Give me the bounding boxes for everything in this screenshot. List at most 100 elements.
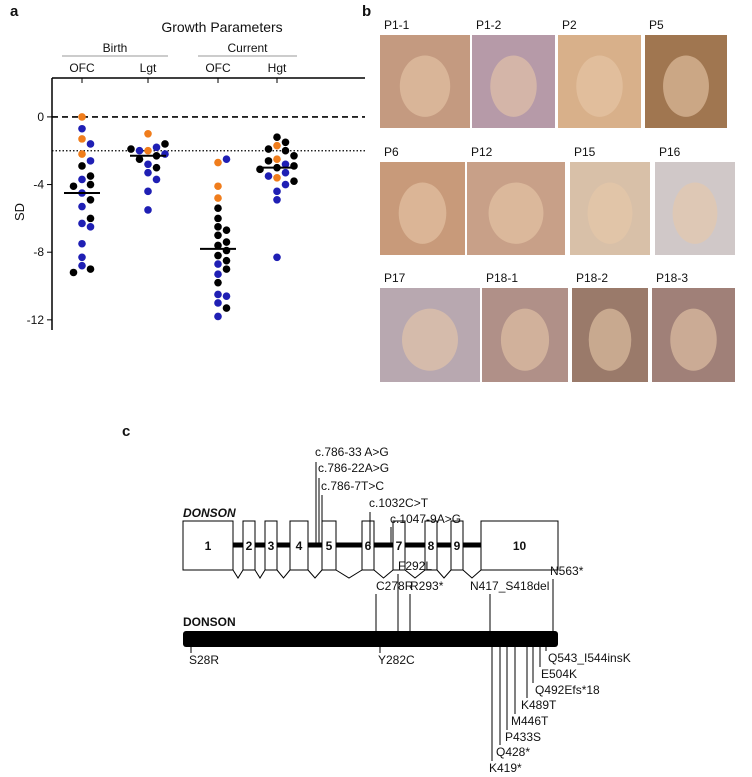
dot — [78, 150, 86, 158]
dot — [144, 187, 152, 196]
dot — [281, 160, 290, 169]
dot — [214, 290, 222, 299]
splice — [254, 569, 266, 579]
variant-label: N417_S418del — [470, 579, 549, 593]
photo-label: P18-3 — [656, 271, 688, 285]
exon-label: 1 — [205, 539, 212, 553]
photo-label: P6 — [384, 145, 399, 159]
dot — [273, 253, 281, 262]
y-axis-label: SD — [12, 203, 27, 221]
y-tick-label: -12 — [27, 313, 45, 327]
dot — [264, 157, 273, 165]
dot — [222, 238, 231, 246]
exon-label: 7 — [396, 539, 403, 553]
face — [663, 55, 709, 117]
dot — [86, 214, 95, 223]
exon — [321, 520, 337, 571]
photo-label: P12 — [471, 145, 493, 159]
dot — [222, 304, 231, 312]
splice — [307, 569, 323, 579]
dot — [214, 260, 222, 268]
variant-label: Q543_I544insK — [548, 651, 631, 665]
dot — [214, 312, 222, 321]
photo-label: P17 — [384, 271, 406, 285]
variant-label: Q428* — [496, 745, 530, 759]
dot — [144, 160, 152, 169]
exon — [242, 520, 256, 571]
dot — [86, 172, 95, 180]
variant-label: R293* — [410, 579, 444, 593]
group-label: Current — [227, 41, 268, 55]
dot — [78, 135, 86, 143]
splice — [373, 569, 394, 579]
splice — [276, 569, 291, 579]
splice — [462, 569, 482, 579]
dot — [78, 113, 86, 121]
face — [490, 55, 537, 117]
x-tick-label: OFC — [205, 61, 231, 75]
variant-label: E504K — [541, 667, 577, 681]
variant-label: c.1032C>T — [369, 496, 429, 510]
face — [399, 55, 451, 117]
dot — [222, 292, 231, 300]
gene-name: DONSON — [183, 506, 236, 520]
photo-label: P5 — [649, 18, 664, 32]
dot — [214, 299, 222, 307]
y-tick-label: -8 — [33, 245, 44, 259]
dot — [86, 265, 95, 273]
exon — [361, 520, 375, 571]
exon-label: 4 — [296, 539, 303, 553]
photo-label: P1-1 — [384, 18, 410, 32]
exon-label: 3 — [268, 539, 275, 553]
photo-label: P2 — [562, 18, 577, 32]
dot — [281, 138, 290, 147]
photo-label: P18-1 — [486, 271, 518, 285]
variant-label: c.786-22A>G — [318, 461, 389, 475]
exon — [392, 520, 406, 571]
face — [672, 182, 718, 244]
dot — [78, 124, 86, 133]
x-tick-label: OFC — [69, 61, 95, 75]
dot — [78, 219, 86, 228]
dot — [264, 172, 273, 180]
photo-label: P1-2 — [476, 18, 502, 32]
panel-label: b — [362, 3, 371, 20]
dot — [69, 182, 78, 191]
dot — [273, 187, 281, 196]
dot — [222, 155, 231, 163]
variant-label: Q492Efs*18 — [535, 683, 600, 697]
dot — [144, 130, 152, 138]
face — [398, 182, 447, 244]
photo-label: P18-2 — [576, 271, 608, 285]
variant-label: c.1047-9A>G — [390, 512, 461, 526]
dot — [273, 195, 281, 204]
exon-label: 10 — [513, 539, 527, 553]
photo-label: P16 — [659, 145, 681, 159]
dot — [214, 214, 222, 223]
face — [588, 308, 632, 371]
dot — [144, 146, 152, 155]
dot — [78, 202, 86, 211]
splice — [404, 569, 426, 579]
dot — [86, 140, 95, 148]
dot — [78, 253, 86, 262]
x-tick-label: Lgt — [140, 61, 157, 75]
dot — [290, 151, 298, 160]
dot — [214, 251, 222, 260]
dot — [86, 195, 95, 204]
panel-label: a — [10, 3, 19, 20]
photo-label: P15 — [574, 145, 596, 159]
dot — [152, 163, 161, 172]
dot — [264, 145, 273, 153]
dot — [78, 175, 86, 184]
dot — [222, 256, 231, 265]
dot — [214, 158, 222, 167]
variant-label: Y282C — [378, 653, 415, 667]
exon — [182, 520, 234, 571]
face — [488, 182, 544, 244]
dot — [273, 155, 281, 163]
face — [500, 308, 550, 371]
variant-label: P433S — [505, 730, 541, 744]
dot — [222, 265, 231, 273]
exon-label: 9 — [454, 539, 461, 553]
